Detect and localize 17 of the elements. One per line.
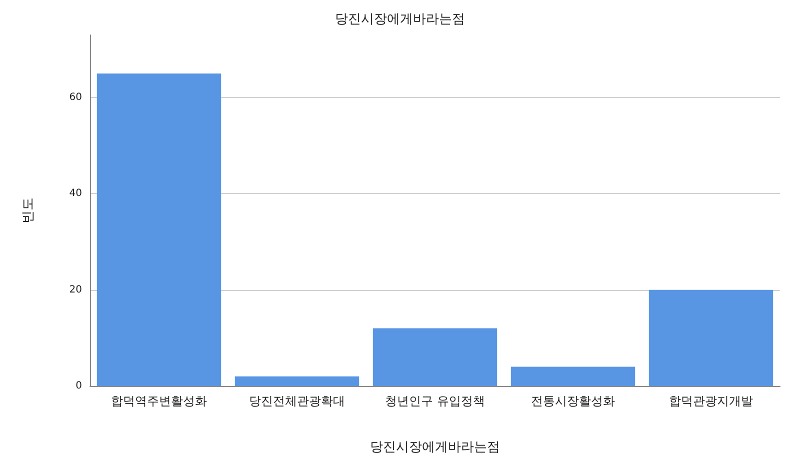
x-tick-label: 합덕역주변활성화	[111, 394, 207, 408]
bar	[234, 376, 360, 386]
bar	[96, 73, 222, 386]
chart-title: 당진시장에게바라는점	[335, 12, 465, 27]
y-tick-label: 60	[69, 92, 82, 104]
x-tick-label: 당진전체관광확대	[249, 394, 345, 408]
y-axis-title: 빈도	[21, 198, 36, 224]
bar	[372, 328, 498, 386]
x-tick-label: 합덕관광지개발	[669, 394, 753, 408]
y-tick-label: 40	[69, 188, 82, 200]
bar	[648, 290, 774, 386]
x-axis-title: 당진시장에게바라는점	[370, 440, 500, 455]
y-tick-label: 0	[76, 380, 82, 392]
x-tick-label: 전통시장활성화	[531, 394, 615, 408]
x-tick-label: 청년인구 유입정책	[385, 394, 485, 408]
bar	[510, 366, 636, 386]
y-tick-label: 20	[69, 284, 82, 296]
